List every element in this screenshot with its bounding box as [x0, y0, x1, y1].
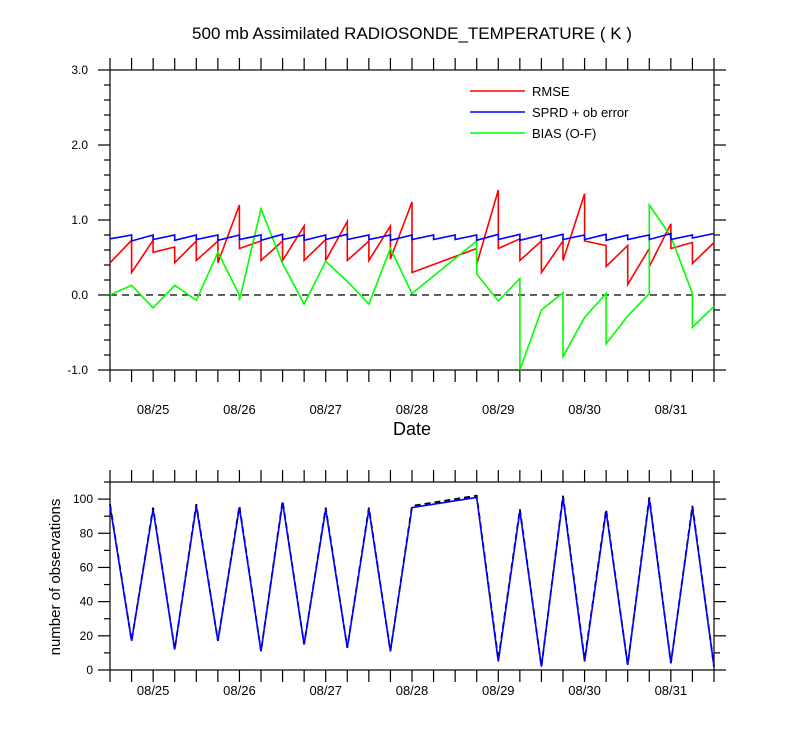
x-tick-label: 08/28: [396, 402, 429, 417]
legend-label-rmse: RMSE: [532, 84, 570, 99]
x-tick-label: 08/31: [655, 683, 688, 698]
x-tick-label: 08/29: [482, 402, 515, 417]
series-line-observations-possible: [109, 494, 715, 667]
series-line-bias-o-f: [109, 202, 715, 371]
y-tick-label: 100: [73, 492, 93, 506]
series-line-rmse: [109, 189, 715, 288]
x-tick-label: 08/27: [309, 402, 342, 417]
observations-chart: 0 20 40 60 80 100 08/25 08/26 08/27 08/28 08/29 08/…: [73, 470, 726, 698]
x-tick-label: 08/26: [223, 683, 256, 698]
y-axis-label-observations: number of observations: [47, 499, 64, 656]
series-line-observations-assimilated: [109, 496, 715, 667]
x-axis-label: Date: [393, 419, 431, 439]
x-tick-label: 08/27: [309, 683, 342, 698]
y-tick-label: 20: [80, 629, 94, 643]
y-tick-label: 80: [80, 526, 94, 540]
x-tick-label: 08/29: [482, 683, 515, 698]
y-tick-label: 60: [80, 560, 94, 574]
legend-label-bias-o-f: BIAS (O-F): [532, 126, 596, 141]
y-tick-label: 40: [80, 595, 94, 609]
x-tick-label: 08/26: [223, 402, 256, 417]
series-line-sprd-ob-error: [109, 232, 715, 243]
x-tick-label: 08/30: [568, 683, 601, 698]
y-tick-label: 3.0: [71, 63, 88, 77]
chart-title: 500 mb Assimilated RADIOSONDE_TEMPERATUR…: [192, 24, 632, 43]
x-tick-label: 08/25: [137, 402, 170, 417]
y-tick-label: 0.0: [71, 288, 88, 302]
y-tick-label: -1.0: [67, 363, 88, 377]
legend-label-sprd-ob-error: SPRD + ob error: [532, 105, 629, 120]
y-tick-label: 0: [86, 663, 93, 677]
y-tick-label: 2.0: [71, 138, 88, 152]
x-tick-label: 08/30: [568, 402, 601, 417]
rmse-chart: -1.0 0.0 1.0 2.0 3.0 08/25 08/26 08/27 08/28 08/2…: [67, 58, 726, 417]
y-tick-label: 1.0: [71, 213, 88, 227]
x-tick-label: 08/28: [396, 683, 429, 698]
x-tick-label: 08/25: [137, 683, 170, 698]
x-tick-label: 08/31: [655, 402, 688, 417]
